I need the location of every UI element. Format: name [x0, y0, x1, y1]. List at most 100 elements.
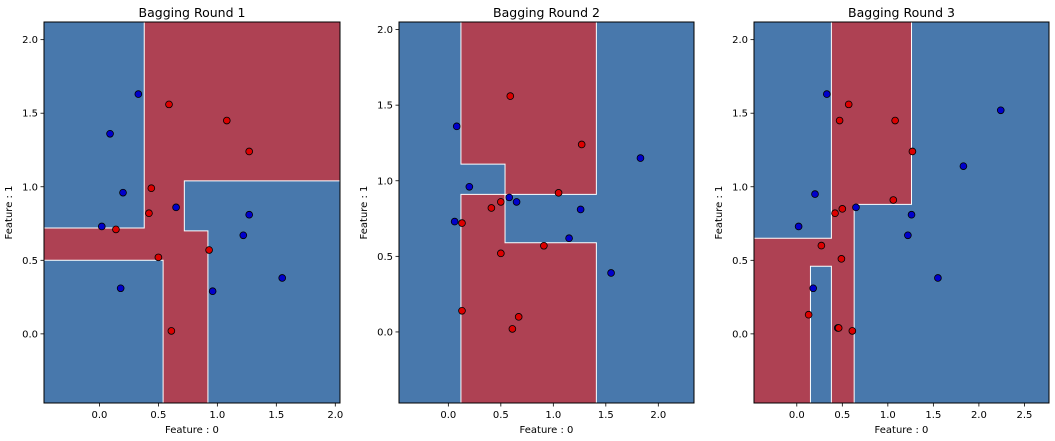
point-class0: [576, 205, 585, 214]
point-class1: [804, 310, 813, 319]
point-class1: [458, 306, 466, 315]
point-class1: [497, 198, 505, 206]
x-tick-label: 1.0: [545, 410, 561, 421]
point-class0: [97, 222, 106, 231]
point-class1: [889, 196, 898, 204]
point-class1: [508, 325, 517, 333]
point-class0: [907, 210, 916, 219]
point-class0: [208, 287, 217, 296]
y-tick-label: 0.5: [732, 256, 748, 267]
point-class1: [145, 209, 153, 218]
point-class1: [506, 92, 515, 100]
point-class1: [487, 204, 496, 212]
point-class1: [222, 116, 231, 125]
x-tick-label: 0.5: [150, 410, 166, 421]
point-class0: [134, 90, 143, 98]
subplot-title: Bagging Round 1: [139, 5, 246, 20]
point-class0: [934, 274, 942, 282]
x-tick-label: 1.5: [268, 410, 284, 421]
x-axis-label: Feature : 0: [520, 425, 574, 436]
point-class0: [565, 234, 573, 243]
point-class1: [848, 327, 857, 335]
x-tick-label: 2.5: [1016, 410, 1032, 421]
point-class1: [147, 184, 156, 193]
x-tick-label: 0.5: [834, 410, 850, 421]
point-class1: [540, 241, 548, 250]
point-class1: [835, 116, 844, 125]
point-class0: [452, 122, 461, 131]
point-class0: [505, 193, 514, 202]
subplot-title: Bagging Round 3: [848, 5, 955, 20]
x-tick-label: 0.5: [493, 410, 509, 421]
y-tick-label: 1.5: [377, 101, 393, 112]
point-class0: [904, 231, 912, 240]
point-class0: [852, 203, 860, 212]
y-tick-label: 0.0: [377, 327, 393, 338]
point-class1: [245, 147, 253, 156]
point-class0: [512, 198, 521, 206]
point-class0: [823, 90, 831, 98]
y-tick-label: 2.0: [22, 35, 38, 46]
x-tick-label: 1.0: [880, 410, 896, 421]
point-class0: [278, 274, 287, 282]
point-class1: [838, 205, 847, 213]
y-tick-label: 0.5: [22, 256, 38, 267]
region-class1: [460, 193, 597, 403]
x-tick-label: 2.0: [327, 410, 343, 421]
y-tick-label: 2.0: [377, 25, 393, 36]
subplot-round-2: 0.0 0.5 1.0 1.5 2.0 0.0 0.5 1.0 1.5 2.0 Bagging Ro…: [359, 5, 695, 436]
point-class1: [844, 100, 853, 109]
point-class1: [908, 147, 917, 156]
y-tick-label: 0.0: [22, 329, 38, 340]
point-class0: [607, 269, 615, 277]
y-tick-label: 1.0: [22, 182, 38, 193]
point-class0: [245, 210, 253, 219]
point-class0: [959, 162, 968, 170]
point-class0: [119, 188, 127, 197]
point-class1: [837, 255, 846, 263]
point-class0: [809, 284, 817, 293]
x-tick-label: 1.0: [209, 410, 225, 421]
point-class1: [891, 116, 899, 125]
point-class0: [636, 154, 645, 162]
point-class0: [465, 182, 474, 191]
point-class0: [794, 222, 803, 231]
point-class1: [831, 209, 839, 218]
y-tick-label: 1.5: [732, 109, 748, 120]
x-tick-label: 2.0: [971, 410, 987, 421]
point-class0: [811, 190, 819, 198]
point-class1: [167, 327, 176, 335]
point-class0: [239, 231, 248, 240]
y-axis-label: Feature : 1: [714, 186, 725, 240]
point-class1: [497, 249, 505, 258]
x-tick-label: 0.0: [91, 410, 107, 421]
y-axis-label: Feature : 1: [4, 186, 15, 240]
axes-frame: [753, 21, 1050, 404]
point-class0: [106, 129, 114, 138]
point-class1: [577, 140, 586, 149]
y-tick-label: 0.5: [377, 252, 393, 263]
point-class1: [458, 219, 466, 227]
y-tick-label: 0.0: [732, 329, 748, 340]
point-class1: [112, 225, 120, 234]
x-tick-label: 1.5: [598, 410, 614, 421]
y-tick-label: 1.0: [377, 176, 393, 187]
axes-frame: [398, 21, 695, 404]
x-tick-label: 0.0: [789, 410, 805, 421]
subplot-title: Bagging Round 2: [493, 5, 600, 20]
point-class1: [205, 246, 213, 254]
y-tick-label: 1.5: [22, 109, 38, 120]
x-tick-label: 1.5: [925, 410, 941, 421]
x-axis-label: Feature : 0: [165, 425, 219, 436]
point-class1: [554, 189, 563, 197]
point-class0: [116, 284, 125, 293]
point-class0: [996, 106, 1005, 115]
point-class1: [834, 324, 843, 332]
point-class1: [154, 253, 163, 262]
x-axis-label: Feature : 0: [875, 425, 929, 436]
region-class1: [44, 22, 340, 403]
y-tick-label: 2.0: [732, 35, 748, 46]
subplot-round-3: 0.0 0.5 1.0 1.5 2.0 2.5 0.0 0.5 1.0 1.5 2.0 Bagging…: [714, 5, 1050, 436]
point-class1: [514, 313, 523, 321]
x-tick-label: 0.0: [440, 410, 456, 421]
